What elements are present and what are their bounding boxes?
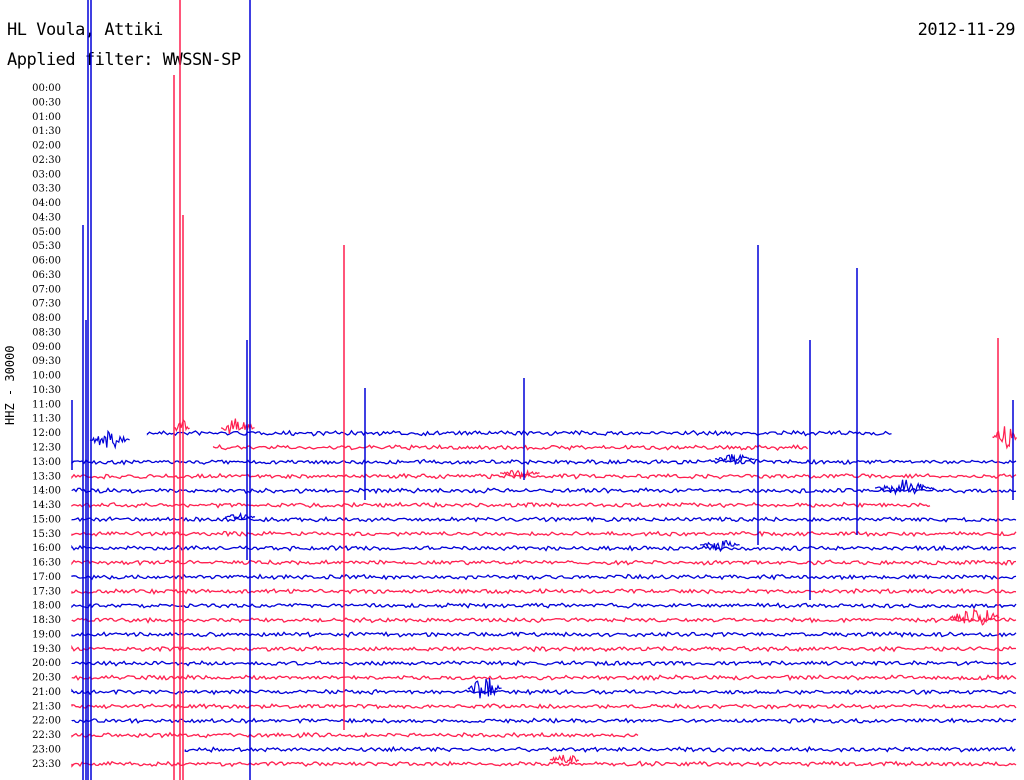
date-label: 2012-11-29 (917, 20, 1016, 40)
tick-label-1200: 12:00 (32, 428, 61, 439)
burst-1400 (874, 479, 935, 496)
burst-2330 (549, 754, 580, 764)
tick-label-0300: 03:00 (32, 169, 61, 180)
tick-label-1930: 19:30 (32, 644, 61, 655)
tick-label-2300: 23:00 (32, 744, 61, 755)
burst-1330 (500, 468, 540, 479)
trace-row-1730 (71, 587, 1017, 595)
trace-row-1430 (71, 501, 931, 509)
trace-row-1300 (71, 458, 1017, 466)
trace-row-1400 (71, 487, 1017, 495)
tick-label-0530: 05:30 (32, 241, 61, 252)
tick-label-0030: 00:30 (32, 97, 61, 108)
tick-label-2330: 23:30 (32, 759, 61, 770)
tick-label-1000: 10:00 (32, 371, 61, 382)
trace-row-1200 (146, 429, 892, 437)
trace-row-1900 (71, 631, 1017, 638)
tick-label-1100: 11:00 (32, 399, 61, 410)
trace-row-1930 (71, 644, 1017, 653)
tick-label-0930: 09:30 (32, 356, 61, 367)
tick-label-0830: 08:30 (32, 327, 61, 338)
tick-label-0700: 07:00 (32, 284, 61, 295)
tick-label-0130: 01:30 (32, 126, 61, 137)
tick-label-1700: 17:00 (32, 572, 61, 583)
trace-row-2300 (184, 745, 1016, 753)
tick-label-0430: 04:30 (32, 212, 61, 223)
burst-1300 (714, 453, 755, 465)
tick-label-0500: 05:00 (32, 227, 61, 238)
tick-label-1630: 16:30 (32, 558, 61, 569)
tick-label-2130: 21:30 (32, 701, 61, 712)
trace-row-1330 (71, 472, 1017, 480)
station-title: HL Voula, Attiki (7, 20, 163, 40)
tick-label-0100: 01:00 (32, 112, 61, 123)
filter-label: Applied filter: WWSSN-SP (7, 50, 241, 70)
burst-1600 (699, 540, 740, 553)
tick-label-1800: 18:00 (32, 601, 61, 612)
trace-row-1800 (71, 602, 1017, 610)
trace-row-1230 (212, 443, 809, 451)
tick-label-0800: 08:00 (32, 313, 61, 324)
burst-1200-red (220, 418, 255, 435)
burst-1230 (89, 429, 130, 450)
tick-label-1730: 17:30 (32, 586, 61, 597)
tick-label-2000: 20:00 (32, 658, 61, 669)
trace-row-1700 (71, 573, 1017, 581)
burst-1200-red-2 (173, 419, 190, 432)
event-spikes (71, 0, 1014, 780)
trace-row-1530 (71, 530, 1017, 538)
tick-label-1030: 10:30 (32, 385, 61, 396)
tick-label-1130: 11:30 (32, 414, 61, 425)
trace-row-2130 (71, 702, 1017, 710)
tick-label-0400: 04:00 (32, 198, 61, 209)
trace-row-2330 (71, 760, 1017, 768)
tick-label-1430: 14:30 (32, 500, 61, 511)
burst-2100 (467, 678, 502, 699)
trace-row-1830 (71, 616, 1017, 624)
tick-label-1600: 16:00 (32, 543, 61, 554)
tick-label-1530: 15:30 (32, 529, 61, 540)
tick-label-1500: 15:00 (32, 514, 61, 525)
tick-label-0330: 03:30 (32, 184, 61, 195)
tick-label-1400: 14:00 (32, 486, 61, 497)
tick-label-1830: 18:30 (32, 615, 61, 626)
trace-row-2200 (71, 717, 1017, 724)
tick-label-1300: 13:00 (32, 457, 61, 468)
tick-label-2100: 21:00 (32, 687, 61, 698)
trace-row-1630 (71, 559, 1017, 567)
tick-label-0600: 06:00 (32, 256, 61, 267)
tick-label-2230: 22:30 (32, 730, 61, 741)
tick-label-2030: 20:30 (32, 673, 61, 684)
trace-row-2230 (71, 731, 639, 739)
tick-label-0000: 00:00 (32, 83, 61, 94)
tick-label-1900: 19:00 (32, 629, 61, 640)
tick-label-0230: 02:30 (32, 155, 61, 166)
trace-row-2100 (71, 688, 1017, 696)
tick-label-0630: 06:30 (32, 270, 61, 281)
tick-label-0730: 07:30 (32, 299, 61, 310)
time-tick-labels: 00:00 00:30 01:00 01:30 02:00 02:30 03:00 03:30… (32, 83, 61, 770)
trace-row-2000 (71, 659, 1017, 667)
burst-1830 (949, 608, 1000, 626)
trace-row-1600 (71, 544, 1017, 552)
trace-rows (71, 418, 1017, 768)
tick-label-0200: 02:00 (32, 141, 61, 152)
trace-row-2030 (71, 674, 1017, 682)
tick-label-1330: 13:30 (32, 471, 61, 482)
tick-label-2200: 22:00 (32, 716, 61, 727)
tick-label-1230: 12:30 (32, 443, 61, 454)
trace-row-1500 (71, 516, 1017, 523)
tick-label-0900: 09:00 (32, 342, 61, 353)
